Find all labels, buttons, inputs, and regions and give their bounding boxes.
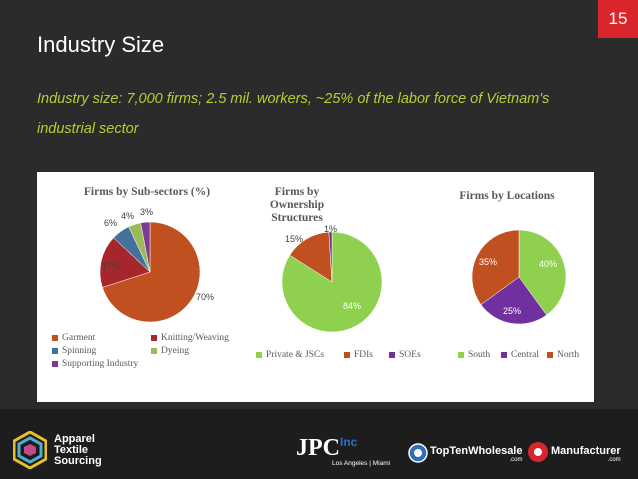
apparel-textile-logo-icon bbox=[13, 431, 47, 469]
pie-slice-north bbox=[471, 229, 520, 305]
legend-swatch bbox=[344, 352, 350, 358]
legend-swatch bbox=[501, 352, 507, 358]
legend-item-north: North bbox=[547, 350, 579, 360]
legend-swatch bbox=[52, 335, 58, 341]
pie-slice-garment bbox=[102, 221, 201, 323]
legend-item-spinning: Spinning bbox=[52, 346, 96, 356]
legend-item-soes: SOEs bbox=[389, 350, 421, 360]
legend-swatch bbox=[458, 352, 464, 358]
manufacturer-gear-icon bbox=[528, 442, 548, 462]
jpc-logo: JPCInc Los Angeles | Miami bbox=[296, 435, 391, 467]
legend-item-knitting: Knitting/Weaving bbox=[151, 333, 229, 343]
legend-swatch bbox=[256, 352, 262, 358]
slide-number: 15 bbox=[598, 0, 638, 38]
legend-swatch bbox=[151, 335, 157, 341]
manufacturer-logo: Manufacturer .com bbox=[551, 445, 621, 463]
legend-swatch bbox=[151, 348, 157, 354]
legend-swatch bbox=[389, 352, 395, 358]
label-supporting: 3% bbox=[140, 207, 154, 217]
legend-ownership: Private & JSCs FDIs SOEs bbox=[37, 172, 594, 402]
pie-slice-soes bbox=[328, 231, 333, 283]
label-central: 25% bbox=[503, 306, 522, 316]
legend-item-dyeing: Dyeing bbox=[151, 346, 189, 356]
label-knitting: 17% bbox=[102, 261, 121, 271]
pie-subsectors bbox=[99, 221, 201, 323]
chart-title-locations: Firms by Locations bbox=[459, 190, 555, 202]
pie-ownership bbox=[281, 231, 383, 333]
legend-item-south: South bbox=[458, 350, 490, 360]
legend-item-supporting: Supporting Industry bbox=[52, 359, 138, 369]
footer: Apparel Textile Sourcing JPCInc Los Ange… bbox=[0, 409, 638, 479]
page-title: Industry Size bbox=[37, 32, 165, 57]
trophy-icon bbox=[408, 443, 428, 463]
label-south: 40% bbox=[539, 259, 558, 269]
apparel-textile-logo: Apparel Textile Sourcing bbox=[54, 433, 102, 467]
chart-title-ownership: Firms by Ownership Structures bbox=[269, 186, 325, 224]
label-garment: 70% bbox=[196, 292, 215, 302]
legend-swatch bbox=[547, 352, 553, 358]
legend-subsectors: Garment Knitting/Weaving Spinning Dyeing… bbox=[37, 172, 257, 402]
label-soes: 1% bbox=[324, 224, 338, 234]
pie-locations bbox=[471, 229, 567, 325]
pie-slice-central bbox=[480, 276, 547, 325]
pie-slice-supporting-industry bbox=[140, 221, 151, 273]
legend-swatch bbox=[52, 361, 58, 367]
charts-panel: Firms by Sub-sectors (%) 70% 17% 6% 4% 3… bbox=[37, 172, 594, 402]
legend-item-central: Central bbox=[501, 350, 539, 360]
legend-item-private: Private & JSCs bbox=[256, 350, 324, 360]
label-north: 35% bbox=[479, 257, 498, 267]
pie-slice-knitting-weaving bbox=[99, 237, 151, 288]
toptenwholesale-logo: TopTenWholesale .com bbox=[430, 445, 523, 463]
legend-locations: South Central North bbox=[37, 172, 594, 402]
label-spinning: 6% bbox=[104, 218, 118, 228]
legend-swatch bbox=[52, 348, 58, 354]
chart-title-subsectors: Firms by Sub-sectors (%) bbox=[83, 186, 211, 198]
legend-item-fdis: FDIs bbox=[344, 350, 373, 360]
subtitle: Industry size: 7,000 firms; 2.5 mil. wor… bbox=[37, 91, 550, 137]
pie-slice-south bbox=[518, 229, 567, 316]
label-dyeing: 4% bbox=[121, 211, 135, 221]
label-private: 84% bbox=[343, 301, 362, 311]
label-fdis: 15% bbox=[285, 234, 304, 244]
legend-item-garment: Garment bbox=[52, 333, 95, 343]
